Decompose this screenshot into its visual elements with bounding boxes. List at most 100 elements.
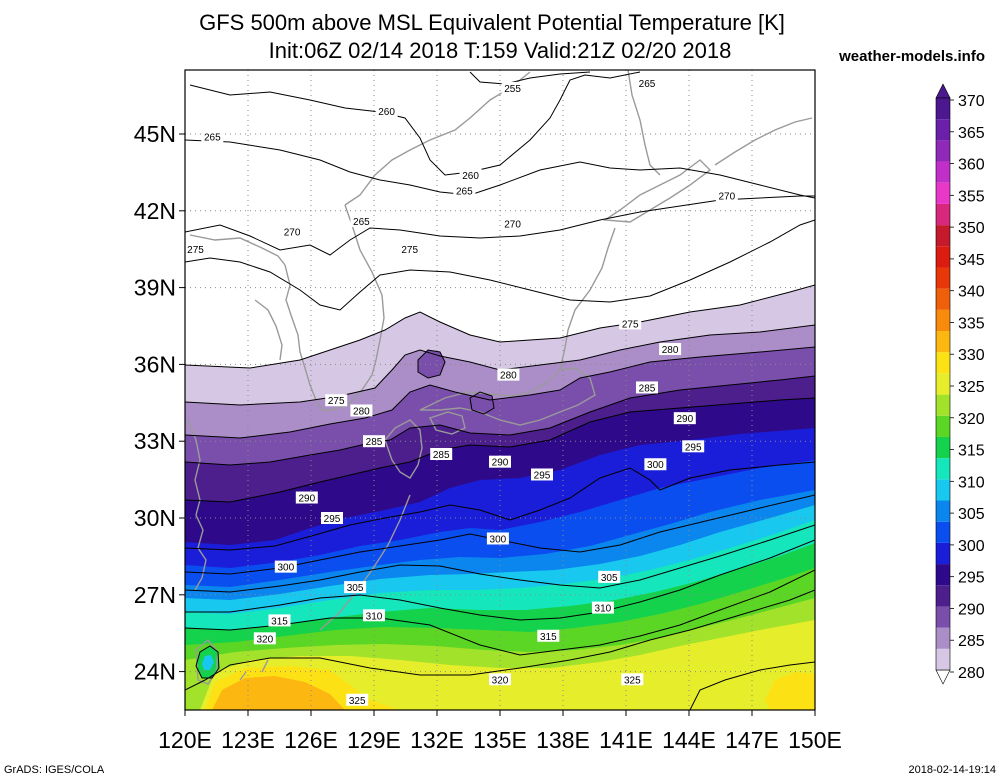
contour-label-bg <box>497 368 520 381</box>
contour-label: 290 <box>492 458 509 469</box>
colorbar-label: 300 <box>958 538 985 555</box>
colorbar-swatch <box>936 479 950 501</box>
contour-255 <box>469 71 591 85</box>
coast-russia-east <box>344 71 531 206</box>
y-axis-tick-labels: 24N 27N 30N 33N 36N 39N 42N 45N <box>134 121 185 685</box>
contour-label-bg <box>350 404 373 417</box>
coast-korea-west <box>284 264 323 411</box>
contour-label: 300 <box>647 460 664 471</box>
colorbar-label: 340 <box>958 284 985 301</box>
contour-295 <box>185 375 815 466</box>
contour-label-bg <box>350 215 373 228</box>
colorbar-label: 285 <box>958 633 985 650</box>
coast-hokkaido <box>602 159 712 223</box>
colorbar-swatch <box>936 331 950 353</box>
contour-label-bg <box>598 570 621 583</box>
contour-label: 260 <box>462 171 479 182</box>
contour-label: 315 <box>540 632 557 643</box>
colorbar-swatch <box>936 415 950 437</box>
contour-label-bg <box>459 168 482 181</box>
contour-label: 265 <box>456 186 473 197</box>
contour-260 <box>189 71 641 176</box>
contour-lines <box>185 71 815 710</box>
colorbar-label: 320 <box>958 411 985 428</box>
x-tick-label: 126E <box>284 727 338 753</box>
colorbar-swatch <box>936 585 950 607</box>
colorbar-swatch <box>936 521 950 543</box>
contour-300 <box>185 397 815 503</box>
colorbar-label: 330 <box>958 347 985 364</box>
coast-manchuria <box>189 234 286 361</box>
colorbar-swatch <box>936 542 950 565</box>
contour-label-bg <box>268 614 291 627</box>
contour-label: 270 <box>504 220 521 231</box>
contour-label-bg <box>274 560 297 573</box>
contour-label: 260 <box>378 107 395 118</box>
contour-label-bg <box>621 673 644 686</box>
contour-label-bg <box>489 455 511 468</box>
contour-label-bg <box>344 581 367 594</box>
colorbar-swatch <box>936 161 950 183</box>
contour-label-bg <box>619 317 642 330</box>
contour-label: 280 <box>500 371 517 382</box>
contour-loop-taiwan <box>195 645 220 679</box>
y-tick-label: 33N <box>134 428 176 454</box>
contour-label-bg <box>644 458 667 471</box>
contour-label: 305 <box>347 583 364 594</box>
colorbar-swatch <box>936 246 950 268</box>
x-tick-label: 138E <box>536 727 590 753</box>
contour-label: 275 <box>187 245 204 256</box>
colorbar-label: 335 <box>958 315 985 332</box>
colorbar-swatch <box>936 203 950 226</box>
brand-label: weather-models.info <box>838 48 985 65</box>
coast-shikoku <box>429 411 466 435</box>
coast-kyushu <box>384 419 423 479</box>
colorbar-swatch <box>936 140 950 162</box>
colorbar-swatch <box>936 288 950 310</box>
contour-label-bg <box>430 448 453 460</box>
x-axis-tick-labels: 120E 123E 126E 129E 132E 135E 138E 141E 144E 147E… <box>158 710 842 753</box>
contour-label: 270 <box>284 227 301 238</box>
contour-label: 290 <box>676 414 693 425</box>
colorbar-swatch <box>936 648 950 670</box>
colorbar-frame <box>935 97 951 671</box>
contour-label: 270 <box>718 191 735 202</box>
colorbar-label: 345 <box>958 252 985 269</box>
y-tick-label: 42N <box>134 198 176 224</box>
colorbar-swatch <box>936 458 950 480</box>
contour-label: 315 <box>271 616 288 627</box>
contour-label: 290 <box>298 494 315 505</box>
contour-label-bg <box>636 381 658 394</box>
contour-loop-shikoku <box>469 391 495 415</box>
colorbar-swatch <box>936 182 950 204</box>
colorbar: 280 285 290 295 300 305 310 315 320 325 330 335 340 3… <box>935 83 985 685</box>
contour-label-bg <box>537 629 560 642</box>
x-tick-label: 123E <box>221 727 275 753</box>
contour-label-bg <box>375 104 398 117</box>
y-tick-label: 39N <box>134 275 176 301</box>
colorbar-swatch <box>936 373 950 395</box>
contour-label: 285 <box>433 450 450 461</box>
colorbar-label: 295 <box>958 570 985 587</box>
colorbar-label: 360 <box>958 157 985 174</box>
colorbar-label: 280 <box>958 665 985 682</box>
contour-label: 305 <box>601 573 618 584</box>
contour-label: 275 <box>622 319 639 330</box>
contour-label: 310 <box>366 611 383 622</box>
coast-korea-east <box>322 204 385 411</box>
contour-310 <box>185 524 815 593</box>
chart-title-line2: Init:06Z 02/14 2018 T:159 Valid:21Z 02/2… <box>269 38 732 63</box>
x-tick-label: 120E <box>158 727 212 753</box>
footer-left: GrADS: IGES/COLA <box>4 764 105 776</box>
contour-label-bg <box>363 609 385 622</box>
y-tick-label: 27N <box>134 582 176 608</box>
contour-label-bg <box>346 693 369 706</box>
band-purple-lobe-2 <box>470 392 494 414</box>
grid-lines <box>185 70 815 710</box>
contour-label: 320 <box>256 634 273 645</box>
colorbar-label: 315 <box>958 443 985 460</box>
x-tick-label: 132E <box>410 727 464 753</box>
x-tick-label: 135E <box>473 727 527 753</box>
contour-label-bg <box>201 130 224 143</box>
colorbar-top-arrow <box>935 83 951 99</box>
